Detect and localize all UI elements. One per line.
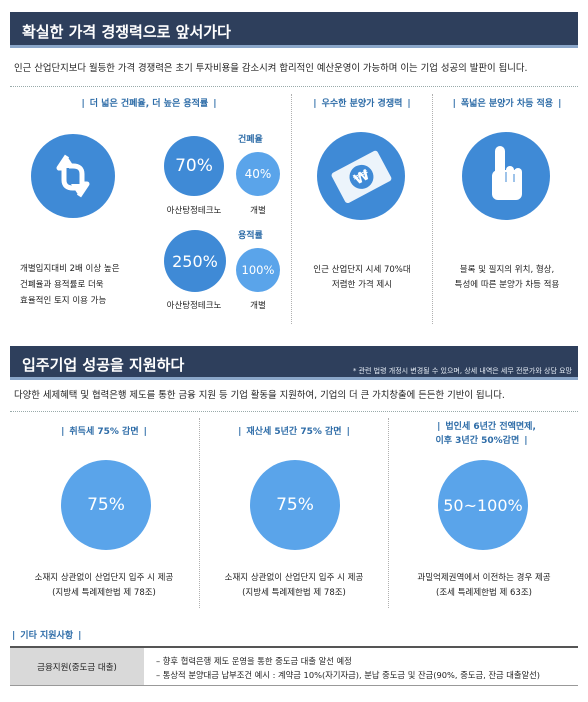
coverage-compare-circle: 40% [236, 152, 280, 196]
table-line: – 향후 협력은행 제도 운영을 통한 중도금 대출 알선 예정 [156, 656, 352, 666]
other-support-title: | 기타 지원사항 | [12, 631, 82, 641]
section-intro: 인근 산업단지보다 월등한 가격 경쟁력은 초기 투자비용을 감소시켜 합리적인… [14, 63, 528, 74]
panel-desc-diff: 블록 및 필지의 위치, 형상, 특성에 따른 분양가 차등 적용 [454, 265, 560, 290]
won-card-icon: ₩ [317, 132, 405, 220]
section-note: * 관련 법령 개정시 변경될 수 있으며, 상세 내역은 세무 전문가와 상담… [352, 367, 572, 375]
table-line: – 통상적 분양대금 납부조건 예시 : 계약금 10%(자기자금), 분납 중… [156, 670, 541, 680]
section-intro: 다양한 세제혜택 및 협력은행 제도를 통한 금융 지원 등 기업 활동을 지원… [14, 390, 505, 401]
svg-text:₩: ₩ [351, 167, 373, 189]
divider [10, 86, 578, 87]
panel-title-price: | 우수한 분양가 경쟁력 | [313, 99, 411, 109]
column-divider [388, 418, 389, 608]
benefit-title: | 재산세 5년간 75% 감면 | [238, 427, 350, 437]
coverage-main-circle: 70% [164, 136, 224, 196]
coverage-main-value: 70% [175, 156, 213, 176]
section-header-support: 입주기업 성공을 지원하다 * 관련 법령 개정시 변경될 수 있으며, 상세 … [10, 346, 578, 380]
benefit-value: 50~100% [443, 495, 523, 515]
benefit-desc: 과밀억제권역에서 이전하는 경우 제공 (조세 특례제한법 제 63조) [417, 573, 551, 598]
section-title: 확실한 가격 경쟁력으로 앞서가다 [22, 23, 231, 41]
coverage-compare-value: 40% [244, 167, 272, 181]
floor-main-value: 250% [172, 251, 218, 271]
name-compare: 개별 [250, 301, 266, 311]
floor-main-circle: 250% [164, 230, 226, 292]
benefit-circle: 50~100% [438, 460, 528, 550]
benefit-title: | 법인세 6년간 전액면제, 이후 3년간 50%감면 | [435, 422, 536, 446]
panel-title-diff: | 폭넓은 분양가 차등 적용 | [452, 99, 562, 109]
benefit-circle: 75% [61, 460, 151, 550]
floor-compare-value: 100% [241, 263, 275, 277]
name-compare: 개별 [250, 206, 266, 216]
other-support-table: 금융지원(중도금 대출) – 향후 협력은행 제도 운영을 통한 중도금 대출 … [10, 646, 578, 686]
panel-title-ratio: | 더 넓은 건폐율, 더 높은 용적률 | [81, 99, 217, 109]
divider [10, 411, 578, 412]
column-divider [432, 94, 433, 324]
benefit-title: | 취득세 75% 감면 | [61, 427, 147, 437]
floor-compare-circle: 100% [236, 248, 280, 292]
panel-desc-price: 인근 산업단지 시세 70%대 저렴한 가격 제시 [313, 265, 411, 290]
section-title: 입주기업 성공을 지원하다 [22, 356, 185, 374]
benefit-value: 75% [276, 495, 314, 515]
table-row-body: – 향후 협력은행 제도 운영을 통한 중도금 대출 알선 예정 – 통상적 분… [144, 648, 578, 685]
floor-label: 용적률 [238, 231, 263, 241]
panel-desc-ratio: 개별입지대비 2배 이상 높은 건폐율과 용적률로 더욱 효율적인 토지 이용 … [20, 264, 120, 306]
name-main: 아산탕정테크노 [166, 206, 222, 216]
section-header-price: 확실한 가격 경쟁력으로 앞서가다 [10, 12, 578, 48]
coverage-label: 건폐율 [238, 135, 263, 145]
column-divider [199, 418, 200, 608]
exchange-arrows-icon [31, 134, 115, 218]
table-row-header: 금융지원(중도금 대출) [10, 648, 144, 685]
name-main: 아산탕정테크노 [166, 301, 222, 311]
benefit-desc: 소재지 상관없이 산업단지 입주 시 제공 (지방세 특례제한법 제 78조) [224, 573, 364, 598]
column-divider [291, 94, 292, 324]
benefit-value: 75% [87, 495, 125, 515]
benefit-circle: 75% [250, 460, 340, 550]
benefit-desc: 소재지 상관없이 산업단지 입주 시 제공 (지방세 특례제한법 제 78조) [34, 573, 174, 598]
pointing-hand-icon [462, 132, 550, 220]
